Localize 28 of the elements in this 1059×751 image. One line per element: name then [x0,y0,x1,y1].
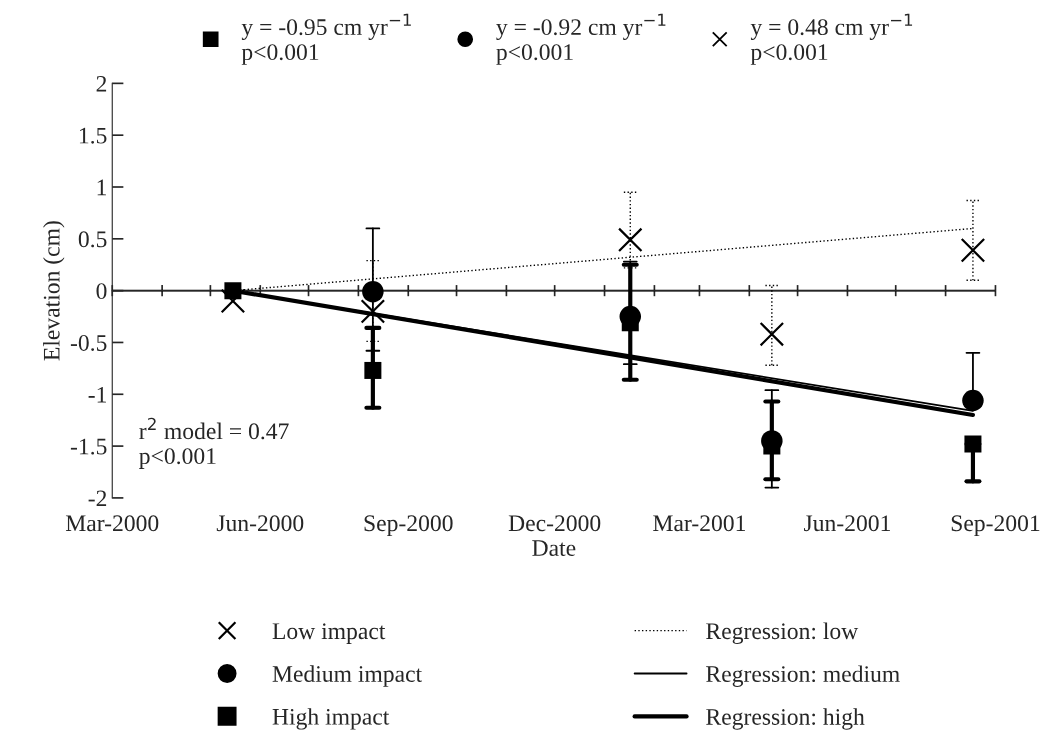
x-tick-label: Jun-2001 [804,515,890,532]
legend-label: Regression: medium [706,665,900,687]
x-tick-label: Sep-2001 [951,515,1040,536]
x-tick-label: Mar-2000 [65,515,159,532]
y-tick-label: 0.5 [78,231,107,248]
text: y = -0.92 cm yr$^{−1}$ p<0.001 [496,13,666,65]
y-tick-label: 1.5 [79,127,107,144]
x-tick-label: Jun-2000 [216,515,304,532]
annotation: r$^{2}$ model = 0.47 p<0.001 [139,417,289,469]
y-tick-label: -1 [88,386,106,403]
y-tick-label: -1.5 [70,438,107,455]
legend-label: Regression: low [706,622,859,644]
legend-label: Regression: high [706,708,865,730]
x-tick-label: Mar-2001 [653,515,746,532]
x-tick-label: Sep-2000 [364,515,453,536]
y-axis-title: Elevation (cm) [43,221,65,361]
y-tick-label: -2 [88,490,107,507]
legend-label: High impact [272,708,390,730]
y-tick-label: -0.5 [70,334,107,351]
legend-label: Medium impact [272,665,422,687]
x-tick-label: Dec-2000 [508,515,601,532]
y-tick-label: 2 [96,75,107,92]
x-axis-title: Date [532,540,576,556]
y-tick-label: 0 [96,283,107,300]
text: y = -0.95 cm yr$^{−1}$ p<0.001 [241,13,411,65]
text: y = 0.48 cm yr$^{−1}$ p<0.001 [750,13,913,65]
legend-label: Low impact [272,623,386,644]
y-tick-label: 1 [97,179,106,196]
